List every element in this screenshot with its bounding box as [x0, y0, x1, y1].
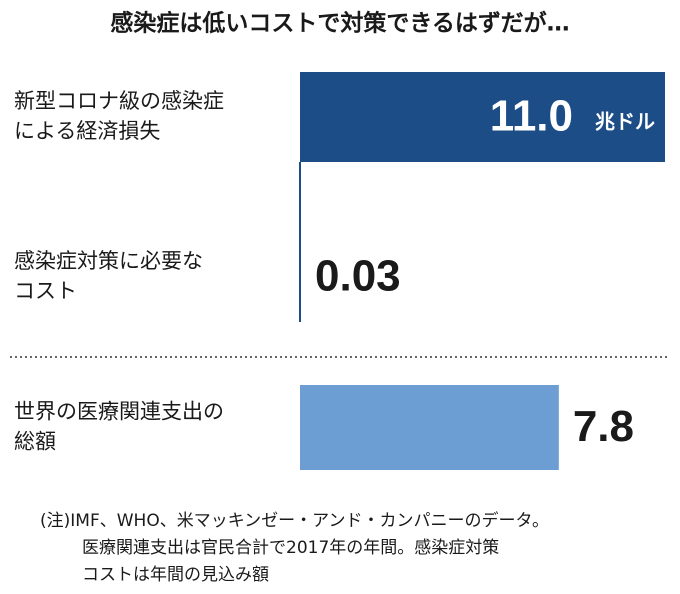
category-label: による経済損失 — [14, 119, 160, 143]
chart-title: 感染症は低いコストで対策できるはずだが… — [110, 10, 569, 37]
note: 医療関連支出は官民合計で2017年の年間。感染症対策 — [82, 538, 499, 558]
bar — [300, 232, 301, 322]
value-label: 7.8 — [573, 402, 634, 451]
category-label: 新型コロナ級の感染症 — [14, 89, 224, 113]
bar — [300, 72, 665, 162]
bar — [300, 385, 559, 470]
category-label: 総額 — [14, 430, 56, 454]
category-label: 感染症対策に必要な — [14, 249, 203, 273]
unit-label: 兆ドル — [595, 110, 655, 134]
value-label: 0.03 — [315, 252, 401, 301]
note: コストは年間の見込み額 — [82, 565, 269, 585]
value-label: 11.0 — [490, 92, 573, 141]
note: (注)IMF、WHO、米マッキンゼー・アンド・カンパニーのデータ。 — [40, 510, 549, 531]
category-label: 世界の医療関連支出の — [14, 400, 224, 424]
category-label: コスト — [14, 279, 77, 303]
